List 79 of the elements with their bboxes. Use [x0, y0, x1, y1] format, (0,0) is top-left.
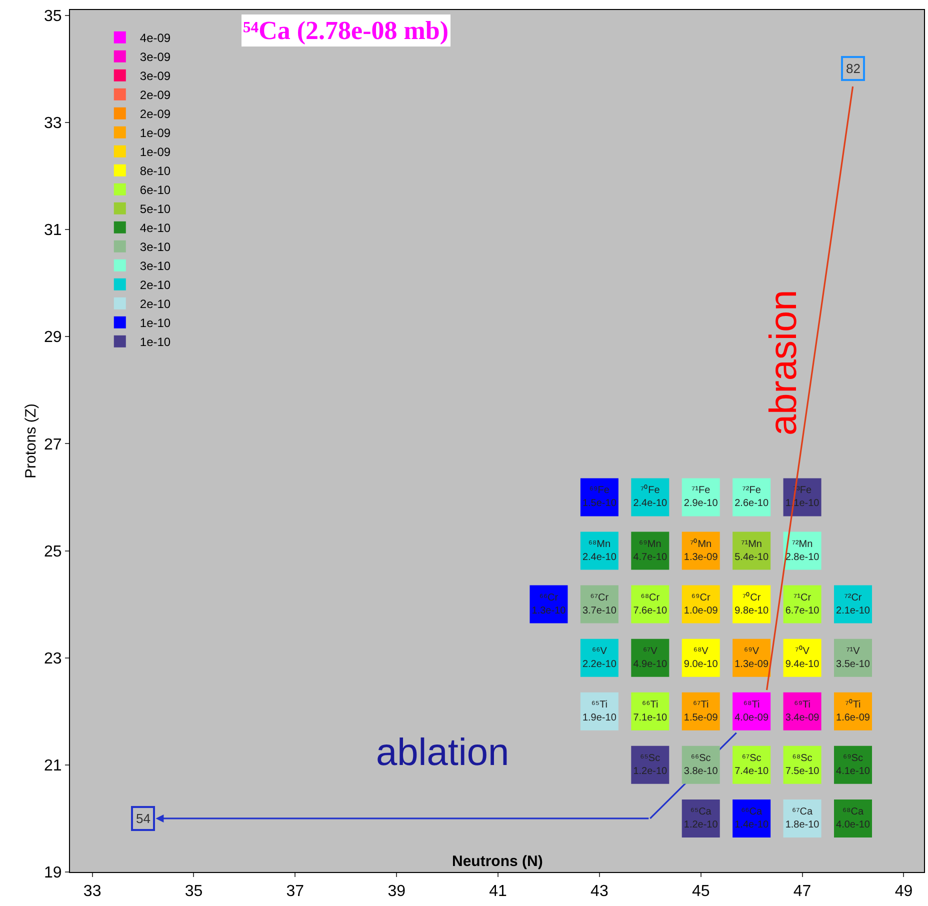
legend-label: 2e-09	[140, 88, 171, 102]
y-tick-label: 27	[44, 436, 62, 454]
data-label: ⁶⁶V 2.2e-10	[582, 646, 617, 670]
legend-label: 1e-10	[140, 316, 171, 330]
legend-label: 2e-09	[140, 107, 171, 122]
y-tick-label: 25	[44, 543, 62, 560]
data-label: ⁶⁸V 9.0e-10	[684, 646, 718, 670]
legend-label: 8e-10	[140, 164, 171, 178]
legend-label: 2e-10	[140, 278, 171, 292]
data-label: ⁷¹Cr 6.7e-10	[785, 592, 820, 616]
data-label: ⁶⁷Sc 7.4e-10	[734, 752, 769, 777]
legend-label: 4e-09	[140, 31, 171, 46]
legend-label: 1e-09	[140, 145, 171, 160]
x-tick-label: 37	[286, 883, 304, 900]
data-label: ⁶⁵Ca 1.2e-10	[684, 806, 718, 830]
x-tick-label: 35	[184, 883, 203, 900]
y-axis-title: Protons (Z)	[22, 403, 40, 479]
data-label: ⁷⁰Cr 9.8e-10	[734, 591, 769, 616]
data-label: ⁶⁶Cr 1.3e-10	[532, 592, 566, 616]
data-label: ⁶⁶Ca 1.4e-10	[734, 806, 769, 830]
data-label: ⁶⁹Cr 1.0e-09	[684, 592, 718, 616]
x-tick-label: 39	[388, 883, 406, 900]
data-label: ⁶⁹Mn 4.7e-10	[633, 538, 668, 563]
data-label: ⁷²Mn 2.8e-10	[785, 538, 820, 563]
x-tick-label: 45	[692, 883, 710, 900]
x-tick-label: 49	[894, 883, 913, 900]
data-label: ⁶⁷Ti 1.5e-09	[684, 699, 718, 724]
data-label: ⁶⁸Sc 7.5e-10	[785, 752, 820, 777]
legend-label: 4e-10	[140, 221, 171, 236]
data-label: ⁷²Cr 2.1e-10	[836, 592, 870, 616]
data-label: ⁷⁰V 9.4e-10	[785, 644, 820, 670]
data-label: ⁷¹Fe 2.9e-10	[684, 485, 718, 510]
legend-label: 6e-10	[140, 183, 171, 198]
y-tick-label: 31	[44, 222, 62, 240]
data-label: ⁶⁸Mn 2.4e-10	[582, 538, 617, 563]
data-label: ⁶⁹Ti 3.4e-09	[785, 699, 820, 724]
annotation: 82	[846, 61, 860, 76]
legend-label: 1e-10	[140, 335, 171, 350]
y-tick-label: 19	[44, 864, 62, 882]
data-label: ⁶⁷Cr 3.7e-10	[582, 592, 617, 616]
data-label: ⁶⁹Fe 1.5e-10	[582, 485, 617, 510]
x-tick-label: 41	[489, 883, 508, 900]
legend-label: 3e-10	[140, 240, 171, 254]
data-label: ⁶⁶Ti 7.1e-10	[633, 699, 668, 724]
data-label: ⁶⁹V 1.3e-09	[734, 646, 769, 670]
legend-label: 3e-10	[140, 259, 171, 274]
annotation: 54	[136, 811, 150, 826]
data-label: ⁶⁹Sc 4.1e-10	[836, 752, 870, 777]
data-label: ⁶⁸Cr 7.6e-10	[633, 592, 668, 616]
annotation: abrasion	[762, 290, 805, 436]
annotation: ablation	[376, 732, 510, 774]
data-label: ⁶⁶Sc 3.8e-10	[684, 752, 718, 777]
y-tick-label: 33	[44, 115, 62, 132]
chart-title: ⁵⁴Ca (2.78e-08 mb)	[243, 16, 448, 45]
legend-label: 5e-10	[140, 202, 171, 216]
legend-label: 1e-09	[140, 126, 171, 140]
x-tick-label: 33	[83, 883, 102, 900]
data-label: ⁷⁰Fe 2.4e-10	[633, 484, 668, 510]
data-label: ⁶⁸Ti 4.0e-09	[734, 699, 769, 724]
y-tick-label: 21	[44, 758, 62, 775]
y-tick-label: 29	[44, 329, 62, 346]
data-label: ⁷¹Mn 5.4e-10	[734, 538, 769, 563]
data-label: ⁶⁵Ti 1.9e-10	[582, 699, 617, 724]
data-label: ⁶⁸Ca 4.0e-10	[836, 806, 870, 830]
data-label: ⁷⁰Mn 1.3e-09	[684, 538, 718, 563]
legend-label: 2e-10	[140, 297, 171, 312]
x-tick-label: 43	[590, 883, 608, 900]
x-axis-title: Neutrons (N)	[452, 853, 543, 870]
data-label: ⁷⁰Ti 1.6e-09	[836, 698, 870, 724]
y-tick-label: 35	[44, 8, 62, 25]
data-label: ⁶⁷Ca 1.8e-10	[785, 806, 820, 830]
y-tick-label: 23	[44, 650, 62, 668]
data-label: ⁷²Fe 2.6e-10	[734, 485, 769, 510]
x-tick-label: 47	[793, 883, 812, 900]
data-label: ⁶⁵Sc 1.2e-10	[633, 752, 668, 777]
data-label: ⁷¹V 3.5e-10	[836, 646, 870, 670]
legend-label: 3e-09	[140, 69, 171, 84]
legend-label: 3e-09	[140, 50, 171, 64]
data-label: ⁶⁷V 4.9e-10	[633, 646, 668, 670]
